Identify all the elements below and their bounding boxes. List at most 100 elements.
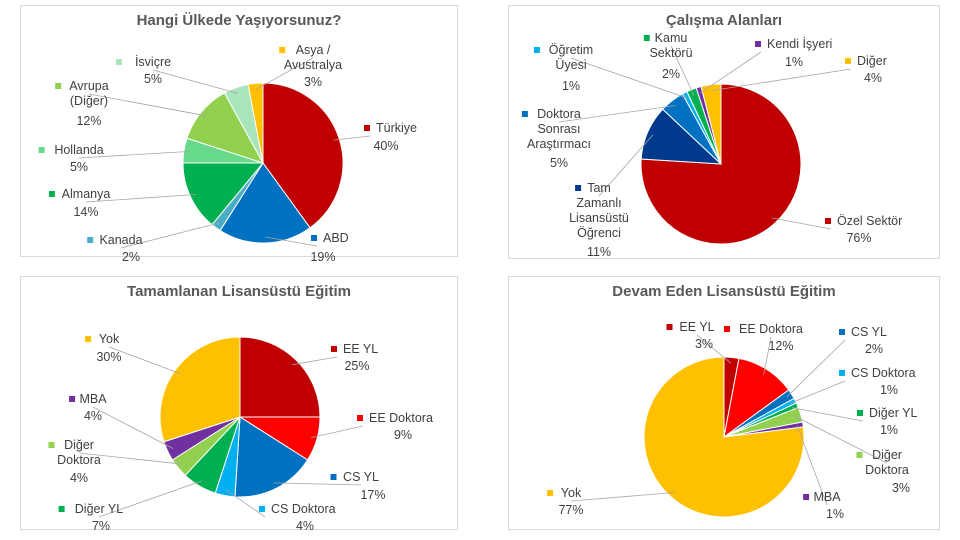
slice-percent: 77%: [558, 503, 583, 517]
leader-line: [152, 69, 239, 94]
slice-label-diger-yl: Diğer YL: [75, 502, 123, 516]
leader-line: [771, 217, 832, 230]
legend-marker: [803, 494, 810, 500]
slice-percent: 4%: [84, 409, 102, 423]
pie-slice-diger: [700, 83, 722, 165]
slice-label-ee-doktora: EE Doktora: [369, 411, 433, 425]
legend-marker: [575, 185, 582, 191]
leader-line: [598, 134, 654, 197]
legend-marker: [856, 452, 863, 458]
leader-line: [794, 416, 888, 464]
slice-percent: 25%: [344, 359, 369, 373]
legend-marker: [666, 324, 673, 330]
legend-marker: [87, 237, 94, 243]
leader-line: [88, 93, 207, 117]
legend-marker: [48, 442, 55, 448]
leader-line: [700, 51, 762, 94]
legend-marker: [857, 410, 863, 416]
legend-marker: [755, 41, 761, 47]
slice-percent: 11%: [587, 245, 611, 259]
legend-marker: [311, 235, 317, 241]
slice-labels: Türkiye 40% ABD 19% Kanada 2% Almanya 14% Hollan…: [38, 43, 417, 264]
legend-marker: [259, 506, 265, 512]
pie-slice-ee-yl: [239, 336, 321, 418]
slice-label-ee-yl: EE YL: [679, 320, 714, 334]
slice-label-mba: MBA: [813, 490, 841, 504]
slice-label-yok: Yok: [561, 486, 582, 500]
slice-label-ogretim-uyesi: Öğretim Üyesi: [549, 43, 593, 72]
pie-slice-ee-doktora: [723, 357, 790, 439]
chart-panel-work-areas: Çalışma Alanları Özel Sektör 76% Tam Zamanl…: [508, 5, 940, 259]
slice-percent: 1%: [826, 507, 844, 521]
slice-percent: 5%: [144, 72, 162, 86]
slice-labels: EE YL 25% EE Doktora 9% CS YL 17% CS Doktora 4%…: [48, 332, 433, 533]
leader-line: [796, 425, 828, 506]
slice-label-ozel-sektor: Özel Sektör: [837, 214, 902, 228]
slice-label-tam-zamanli-lisansustu-ogrenci: Tam Zamanlı Lisansüstü Öğrenci: [569, 181, 629, 240]
leader-line: [108, 346, 181, 374]
pie-slice-yok: [643, 356, 805, 518]
leader-line: [670, 45, 695, 96]
slice-label-diger-doktora: Diğer Doktora: [865, 448, 909, 477]
pie-slices: [159, 336, 321, 498]
slice-percent: 1%: [562, 79, 580, 93]
slice-percent: 5%: [550, 156, 568, 170]
pie-slice-abd: [219, 162, 311, 244]
slice-percent: 14%: [73, 205, 98, 219]
slice-percent: 1%: [880, 423, 898, 437]
leader-line: [311, 425, 364, 438]
slice-label-cs-doktora: CS Doktora: [851, 366, 916, 380]
legend-marker: [643, 35, 650, 41]
legend-marker: [533, 47, 540, 53]
slice-percent: 5%: [70, 160, 88, 174]
leader-line: [255, 57, 314, 90]
slice-label-avrupa-diger: Avrupa (Diğer): [69, 79, 108, 108]
slice-percent: 19%: [310, 250, 335, 264]
chart-panel-completed-grad: Tamamlanan Lisansüstü Eğitim EE YL 25% EE …: [20, 276, 458, 533]
leader-line: [333, 135, 371, 141]
pie-slices: [643, 356, 805, 518]
leader-line: [570, 492, 676, 502]
slice-label-ee-yl: EE YL: [343, 342, 378, 356]
slice-label-kamu-sektoru: Kamu Sektörü: [649, 31, 692, 60]
leader-lines: [78, 57, 371, 249]
legend-marker: [547, 490, 554, 496]
legend-marker: [724, 326, 730, 332]
slice-percent: 3%: [892, 481, 910, 495]
slice-percent: 1%: [880, 383, 898, 397]
slice-percent: 3%: [304, 75, 322, 89]
slice-percent: 40%: [373, 139, 398, 153]
slice-percent: 4%: [296, 519, 314, 533]
slice-percent: 2%: [122, 250, 140, 264]
pie-chart-work-areas: Özel Sektör 76% Tam Zamanlı Lisansüstü Öğrenc…: [521, 31, 902, 259]
leader-line: [570, 57, 688, 99]
pie-chart-ongoing-grad: EE YL 3% EE Doktora 12% CS YL 2% CS Doktora 1% D…: [547, 320, 917, 521]
slice-percent: 4%: [864, 71, 882, 85]
legend-marker: [331, 346, 337, 352]
leader-line: [265, 236, 318, 247]
slice-label-almanya: Almanya: [62, 187, 111, 201]
slice-label-turkiye: Türkiye: [376, 121, 417, 135]
slice-label-kendi-isyeri: Kendi İşyeri: [767, 37, 832, 51]
legend-marker: [825, 218, 831, 224]
legend-marker: [85, 336, 92, 342]
pie-chart-country: Türkiye 40% ABD 19% Kanada 2% Almanya 14% Hollan…: [38, 43, 417, 264]
pie-slice-cs-yl: [234, 416, 309, 498]
legend-marker: [115, 59, 122, 65]
slice-percent: 30%: [96, 350, 121, 364]
slice-label-diger-doktora: Diğer Doktora: [57, 438, 101, 467]
legend-marker: [279, 47, 286, 53]
legend-marker: [330, 474, 337, 480]
pie-slice-asya-avustralya: [247, 82, 264, 164]
pie-slice-turkiye: [262, 82, 344, 229]
legend-marker: [69, 396, 76, 402]
leader-line: [78, 151, 190, 159]
leader-line: [791, 407, 864, 422]
leader-line: [558, 105, 676, 123]
pie-slices: [640, 83, 802, 245]
slice-percent: 4%: [70, 471, 88, 485]
slice-labels: EE YL 3% EE Doktora 12% CS YL 2% CS Doktora 1% D…: [547, 320, 917, 521]
slice-percent: 12%: [76, 114, 101, 128]
leader-line: [696, 334, 732, 364]
slice-label-isvicre: İsviçre: [135, 55, 171, 69]
